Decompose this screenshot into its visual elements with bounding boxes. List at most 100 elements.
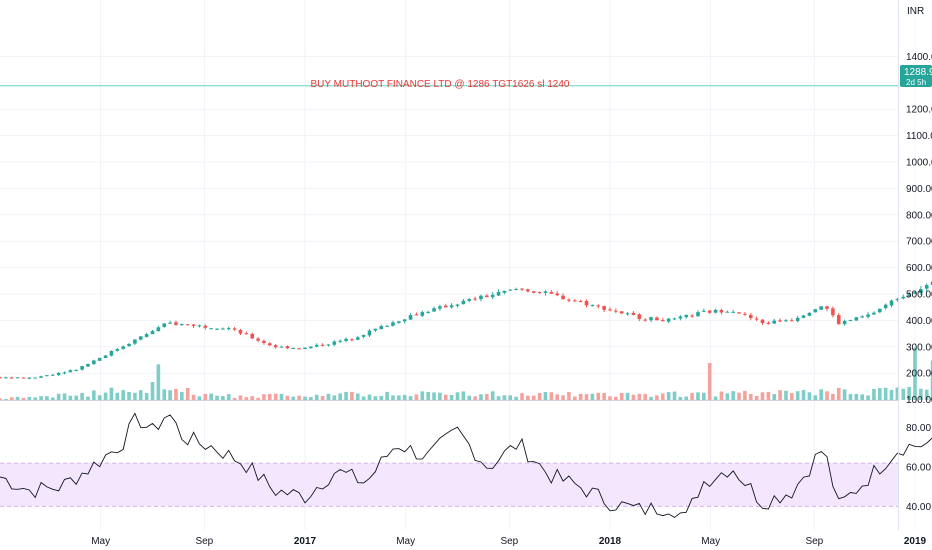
volume-bar	[168, 390, 172, 400]
volume-bar	[537, 393, 542, 400]
candle-body	[127, 343, 131, 347]
candle-body	[273, 345, 278, 348]
last-price-label[interactable]: 1288.90 2d 5h	[900, 65, 932, 87]
candle-body	[531, 291, 536, 293]
candle-body	[414, 314, 419, 316]
candle-body	[9, 377, 14, 379]
candle-body	[262, 340, 266, 343]
volume-bar	[819, 389, 823, 400]
volume-bar	[9, 397, 14, 400]
volume-bar	[232, 397, 237, 400]
volume-bar	[50, 397, 55, 400]
candle-body	[866, 314, 870, 317]
rsi-axis[interactable]: 80.00 60.00 40.00	[906, 423, 931, 513]
candle-body	[831, 308, 835, 316]
volume-bar	[502, 395, 507, 400]
volume-bar	[320, 396, 325, 400]
volume-bar	[883, 387, 888, 400]
candle-body	[778, 320, 782, 322]
candle-body	[203, 325, 208, 328]
volume-bar	[326, 393, 331, 400]
volume-bar	[549, 392, 554, 400]
volume-bar	[731, 391, 735, 400]
candle-body	[361, 334, 366, 337]
volume-bar	[479, 394, 483, 400]
range-box[interactable]	[0, 75, 932, 145]
candle-body	[754, 318, 759, 320]
candle-body	[367, 330, 372, 336]
trade-annotation[interactable]: BUY MUTHOOT FINANCE LTD @ 1286 TGT1626 s…	[311, 79, 570, 90]
volume-bar	[15, 396, 20, 400]
volume-bar	[56, 393, 61, 400]
candle-body	[807, 312, 812, 316]
candle-body	[514, 289, 518, 291]
volume-bar	[690, 393, 694, 400]
volume-bar	[631, 394, 636, 400]
volume-bar	[420, 391, 425, 400]
volume-bar	[262, 394, 266, 400]
candle-body	[420, 312, 425, 316]
volume-bar	[314, 394, 319, 400]
price-tick-label: 1000.00	[906, 158, 932, 169]
volume-bar	[678, 396, 683, 400]
candle-body	[168, 322, 172, 324]
volume-bar	[162, 389, 167, 400]
candle-body	[250, 333, 255, 339]
candle-body	[666, 318, 671, 322]
candle-body	[919, 289, 923, 293]
candle-body	[901, 296, 906, 299]
volume-bar	[725, 393, 730, 400]
candle-body	[725, 311, 730, 313]
candle-body	[567, 299, 571, 301]
candle-body	[490, 294, 495, 298]
volume-bar	[619, 392, 624, 400]
candle-body	[913, 292, 917, 294]
candle-body	[502, 290, 507, 293]
volume-bar	[127, 391, 131, 400]
candle-body	[625, 313, 630, 315]
candle-body	[573, 300, 577, 302]
candle-body	[684, 315, 689, 318]
candle-body	[672, 318, 677, 320]
volume-bar	[901, 388, 906, 400]
grid	[0, 0, 916, 530]
volume-bar	[443, 394, 448, 400]
volume-bar	[332, 395, 337, 400]
time-axis[interactable]: MaySep2017MaySep2018MaySep2019MaySep2020…	[91, 536, 932, 547]
candle-body	[748, 314, 753, 319]
volume-bar	[432, 392, 436, 400]
candle-body	[191, 324, 196, 327]
candle-body	[226, 328, 231, 330]
candle-body	[643, 319, 647, 321]
time-tick-label: 2017	[294, 536, 317, 547]
candle-body	[209, 328, 213, 330]
volume-bar	[666, 392, 671, 400]
candle-body	[268, 343, 272, 346]
price-candles	[0, 281, 932, 380]
volume-bar	[831, 393, 835, 400]
volume-bar	[185, 387, 190, 400]
volume-bar	[836, 387, 841, 400]
last-price-badge	[900, 65, 932, 87]
candle-body	[848, 319, 853, 321]
price-tick-label: 400.00	[906, 316, 932, 327]
volume-bar	[872, 388, 876, 400]
volume-bar	[97, 395, 102, 400]
volume-bar	[426, 392, 430, 400]
volume-bar	[684, 396, 689, 400]
candle-body	[467, 299, 472, 301]
volume-bar	[602, 392, 606, 400]
candle-body	[303, 347, 307, 350]
volume-bar	[309, 397, 313, 400]
candle-body	[449, 305, 454, 308]
volume-bar	[144, 392, 149, 400]
volume-bar	[438, 392, 442, 400]
volume-bar	[174, 388, 178, 400]
rsi-tick-label: 40.00	[906, 502, 931, 513]
rsi-panel[interactable]	[0, 412, 932, 519]
volume-bar	[385, 391, 389, 400]
volume-bar	[555, 394, 560, 400]
candle-body	[479, 295, 483, 300]
volume-bar	[778, 390, 782, 400]
